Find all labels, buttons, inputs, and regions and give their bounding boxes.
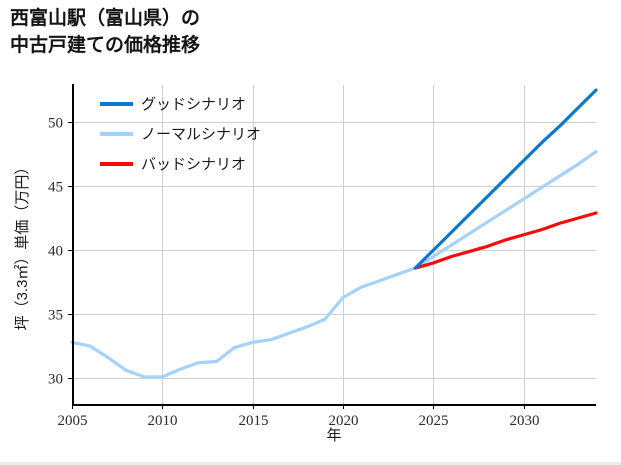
legend-label: グッドシナリオ	[141, 96, 246, 113]
bottom-divider	[0, 462, 621, 465]
y-axis-ticks: 30 35 40 45 50	[48, 116, 72, 388]
series-line-normal	[70, 149, 598, 379]
x-tick-label: 2030	[510, 413, 540, 429]
y-axis-title: 坪（3.3㎡）単価（万円）	[14, 160, 31, 331]
y-tick-label: 50	[48, 116, 63, 132]
x-axis-ticks: 2005 2010 2015 2020 2025 2030	[58, 405, 540, 429]
y-tick-label: 45	[48, 180, 63, 196]
legend-label: ノーマルシナリオ	[141, 127, 261, 143]
series-line-good	[413, 88, 598, 270]
x-tick-label: 2005	[58, 413, 88, 429]
series-line-bad	[413, 211, 598, 270]
series-group	[70, 88, 598, 379]
legend-label: バッドシナリオ	[141, 157, 246, 173]
x-axis-title: 年	[326, 427, 341, 444]
gridlines	[72, 85, 596, 405]
y-tick-label: 40	[48, 244, 63, 260]
x-tick-label: 2010	[148, 413, 178, 429]
x-tick-label: 2020	[329, 413, 359, 429]
page-title: 西富山駅（富山県）の 中古戸建ての価格推移	[10, 8, 201, 56]
x-tick-label: 2015	[239, 413, 269, 429]
plot-area	[72, 85, 596, 405]
y-tick-label: 30	[48, 372, 63, 388]
x-tick-label: 2025	[419, 413, 449, 429]
y-tick-label: 35	[48, 308, 63, 324]
